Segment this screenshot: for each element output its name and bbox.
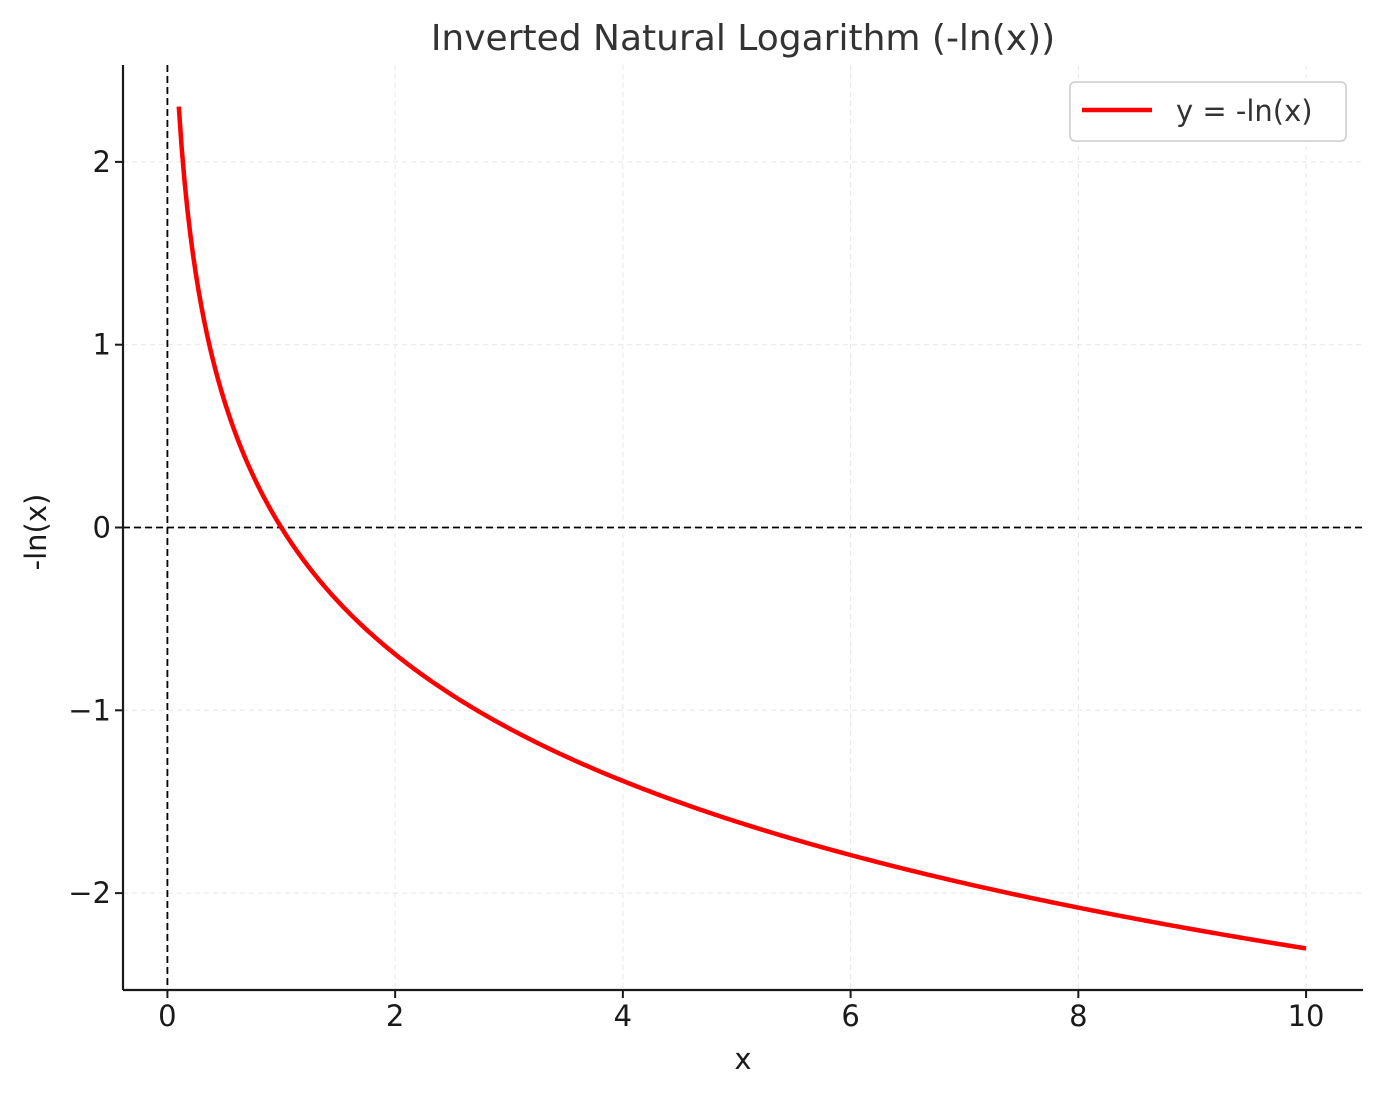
x-tick-label-2: 4 <box>614 999 632 1033</box>
y-tick-label-3: 1 <box>93 328 111 362</box>
legend-box <box>1069 81 1347 142</box>
x-tick-label-0: 0 <box>158 999 176 1033</box>
x-tick-label-1: 2 <box>386 999 404 1033</box>
series-layer <box>176 106 1307 951</box>
ticks: 0 2 4 6 8 10 −2 −1 0 1 2 <box>68 145 1324 1033</box>
y-tick-label-4: 2 <box>93 145 111 179</box>
x-axis-label: x <box>734 1042 751 1076</box>
y-tick-label-1: −1 <box>68 693 111 727</box>
y-tick-label-2: 0 <box>93 511 111 545</box>
legend-label: y = -ln(x) <box>1176 94 1313 128</box>
y-tick-label-0: −2 <box>68 876 111 910</box>
x-tick-label-4: 8 <box>1069 999 1087 1033</box>
series-line-0 <box>176 106 1307 951</box>
y-axis-label: -ln(x) <box>19 494 53 571</box>
legend: y = -ln(x) <box>1069 81 1347 142</box>
chart-title: Inverted Natural Logarithm (-ln(x)) <box>431 18 1055 59</box>
x-tick-label-3: 6 <box>841 999 859 1033</box>
x-tick-label-5: 10 <box>1288 999 1325 1033</box>
reference-lines <box>123 65 1363 990</box>
